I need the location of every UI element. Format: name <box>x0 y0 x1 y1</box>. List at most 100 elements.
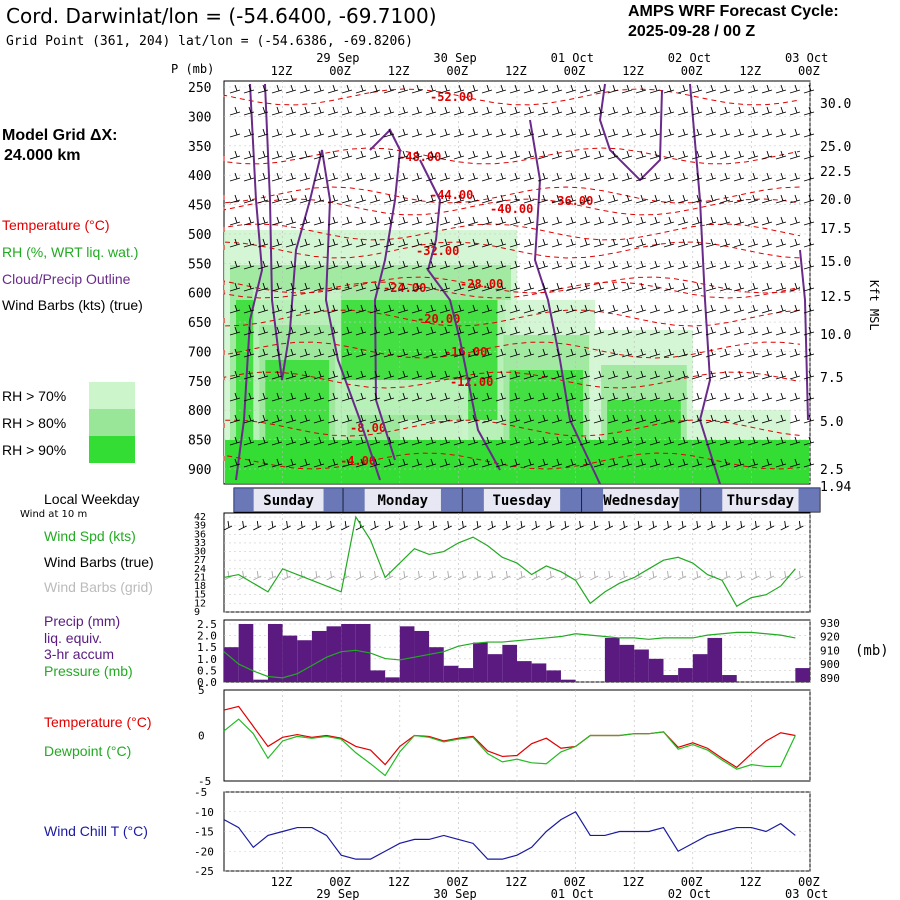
wind-barb <box>537 238 549 248</box>
wind-barb <box>355 172 367 182</box>
precip-bar <box>429 647 444 682</box>
wind-barb-grid <box>721 570 731 581</box>
wind-barb <box>397 128 409 138</box>
wind-barb <box>733 106 745 116</box>
wind-barb <box>565 128 577 138</box>
wind-barb <box>327 84 339 94</box>
wind-barb <box>341 392 353 402</box>
station-name: Cord. Darwin: <box>6 4 143 28</box>
weekday-cell: Monday <box>342 487 463 513</box>
wind-barb <box>285 370 297 380</box>
wind-barb <box>761 84 773 94</box>
wind-barb <box>453 84 465 94</box>
weekday-cell: Sunday <box>233 487 344 513</box>
wind-barb <box>271 106 283 116</box>
wind-barb <box>439 172 451 182</box>
wind-barb <box>691 370 703 380</box>
wind-barb <box>761 436 773 446</box>
wind-barb <box>299 304 311 314</box>
wind-barb <box>341 238 353 248</box>
wind-barb <box>691 238 703 248</box>
wind-barb <box>705 84 717 94</box>
wind-barb <box>635 84 647 94</box>
precip-tick-label: 2.0 <box>197 630 217 643</box>
pressure-tick-label: 800 <box>188 404 211 419</box>
wind-barb <box>551 414 563 424</box>
wind-barb <box>369 304 381 314</box>
wind-speed-tick-label: 42 <box>194 512 206 523</box>
wind-barb <box>467 194 479 204</box>
isotherm-line <box>223 241 801 259</box>
wind-barb <box>789 348 801 358</box>
wind-barb <box>663 172 675 182</box>
wind-barb <box>481 128 493 138</box>
wind-barb <box>649 84 661 94</box>
wind-barb <box>649 370 661 380</box>
wind-barb <box>607 238 619 248</box>
precip-bar <box>619 644 635 682</box>
wind-barb <box>537 282 549 292</box>
wind-barb-grid <box>428 570 438 581</box>
wind-barb <box>607 304 619 314</box>
wind-barb <box>355 194 367 204</box>
wind-barb <box>355 370 367 380</box>
wind-chill-tick-label: -10 <box>194 806 214 819</box>
wind-barb <box>663 106 675 116</box>
wind-barb <box>397 84 409 94</box>
wind-barb <box>649 326 661 336</box>
wind-barb <box>705 458 717 468</box>
wind-barb <box>677 326 689 336</box>
wind-barb <box>285 150 297 160</box>
wind-barb <box>341 106 353 116</box>
rh-legend: RH (%, WRT liq. wat.) <box>2 244 139 260</box>
wind-barb-true <box>707 520 716 531</box>
wind-barb <box>621 150 633 160</box>
wind-barb <box>285 172 297 182</box>
wind-barb <box>495 84 507 94</box>
pressure-tick-label: 450 <box>188 199 211 214</box>
wind-barb <box>453 458 465 468</box>
wind-barb <box>649 304 661 314</box>
wind-barb <box>411 282 423 292</box>
wind-barb-true <box>677 520 687 531</box>
wind-barb <box>649 260 661 270</box>
wind-barb <box>453 348 465 358</box>
wind-barb <box>719 326 731 336</box>
wind-barb <box>271 370 283 380</box>
precip-bar <box>341 624 356 682</box>
wind-barb-grid <box>487 570 496 581</box>
wind-barb <box>299 392 311 402</box>
wind-barb-grid <box>311 570 321 581</box>
wind-barb <box>649 414 661 424</box>
precip-bar <box>678 668 693 682</box>
wind-barb <box>257 458 269 468</box>
bottom-date-label: 03 Oct <box>785 887 828 900</box>
wind-barb <box>285 282 297 292</box>
wind-barb <box>341 216 353 226</box>
wind-barb <box>789 304 801 314</box>
wind-barb <box>677 392 689 402</box>
wind-speed-tick-label: 24 <box>194 564 206 575</box>
wind-barb <box>467 436 479 446</box>
wind-barb <box>789 106 801 116</box>
dewpoint-line <box>223 718 796 777</box>
wind-barb <box>621 260 633 270</box>
precip-bar <box>443 665 459 682</box>
wind-barb <box>229 150 241 160</box>
height-tick-label: 12.5 <box>820 290 851 305</box>
wind-barb <box>411 304 423 314</box>
wind-barb <box>775 304 787 314</box>
wind-barb <box>313 282 325 292</box>
precip-tick-label: 1.5 <box>197 641 217 654</box>
wind-barb <box>551 194 563 204</box>
bottom-time-tick-label: 00Z <box>798 875 820 889</box>
wind-barb <box>341 436 353 446</box>
wind-barb <box>761 414 773 424</box>
wind-barb <box>789 194 801 204</box>
wind-barb <box>313 172 325 182</box>
wind-barb <box>677 172 689 182</box>
wind-barb <box>761 304 773 314</box>
model-grid-label: Model Grid ΔX: <box>2 127 118 144</box>
wind-barb-grid <box>604 570 614 581</box>
wind-barb <box>607 436 619 446</box>
